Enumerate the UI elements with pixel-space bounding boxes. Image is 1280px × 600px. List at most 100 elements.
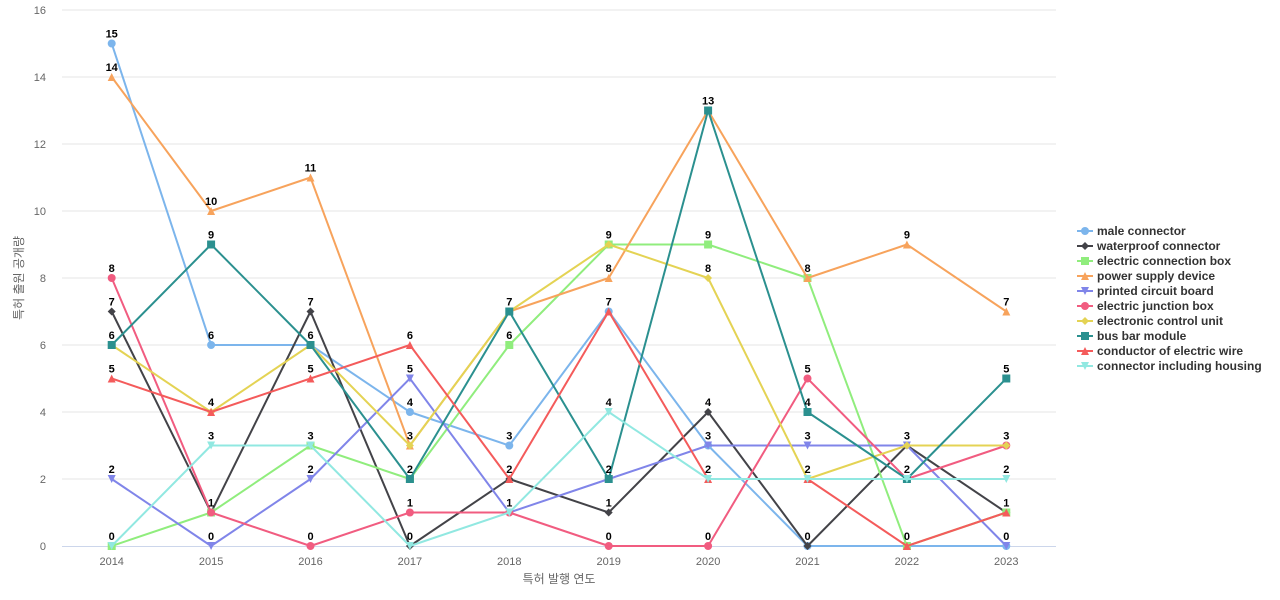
data-label: 2: [307, 464, 313, 476]
point-conductor-of-electric-wire-2019: [604, 307, 613, 316]
point-waterproof-connector-2020: [704, 408, 713, 416]
point-electronic-control-unit-2023: [1002, 441, 1011, 450]
data-label: 3: [904, 431, 910, 443]
point-bus-bar-module-2021: [803, 408, 812, 416]
x-tick-label: 2018: [497, 556, 521, 568]
x-tick-label: 2017: [398, 556, 422, 568]
series-line-electronic-control-unit: [111, 243, 1007, 480]
point-power-supply-device-2015: [207, 207, 216, 215]
legend-item-electric-connection-box[interactable]: electric connection box: [1077, 254, 1231, 268]
point-conductor-of-electric-wire-2018: [505, 475, 514, 483]
point-connector-including-housing-2016: [306, 441, 315, 450]
y-tick-label: 14: [34, 72, 46, 84]
point-connector-including-housing-2021: [803, 475, 812, 483]
data-label: 9: [904, 230, 910, 242]
data-label: 0: [109, 531, 115, 543]
data-label: 3: [1003, 431, 1009, 443]
series-power-supply-device[interactable]: [107, 73, 1011, 450]
legend-item-male-connector[interactable]: male connector: [1077, 224, 1186, 238]
series-line-power-supply-device: [110, 76, 1007, 447]
series-connector-including-housing[interactable]: [107, 408, 1011, 550]
data-label: 10: [205, 196, 217, 208]
point-printed-circuit-board-2023: [1002, 542, 1011, 550]
point-electric-junction-box-2017: [405, 508, 414, 517]
data-label: 6: [307, 330, 313, 342]
legend-item-bus-bar-module[interactable]: bus bar module: [1077, 329, 1187, 343]
point-waterproof-connector-2014: [107, 307, 116, 316]
point-power-supply-device-2021: [803, 274, 812, 282]
legend-marker: [1081, 362, 1089, 370]
legend-label: electric junction box: [1097, 299, 1214, 313]
point-electric-connection-box-2018: [505, 341, 514, 349]
data-label: 8: [109, 263, 115, 275]
legend-item-connector-including-housing[interactable]: connector including housing: [1077, 359, 1262, 373]
series-line-connector-including-housing: [110, 411, 1007, 547]
x-tick-label: 2020: [696, 556, 720, 568]
data-label: 6: [208, 330, 214, 342]
y-tick-label: 8: [40, 273, 46, 285]
y-tick-label: 0: [40, 541, 46, 553]
point-conductor-of-electric-wire-2022: [902, 542, 911, 550]
legend-label: electronic control unit: [1097, 314, 1223, 328]
data-label: 2: [606, 464, 612, 476]
legend-label: printed circuit board: [1097, 284, 1214, 298]
point-electric-junction-box-2014: [107, 274, 116, 282]
data-label: 15: [106, 29, 118, 41]
legend-item-waterproof-connector[interactable]: waterproof connector: [1077, 239, 1221, 253]
data-label: 2: [1003, 464, 1009, 476]
series-conductor-of-electric-wire[interactable]: [107, 307, 1011, 551]
series-line-waterproof-connector: [110, 310, 1007, 547]
y-tick-label: 2: [40, 474, 46, 486]
point-male-connector-2017: [405, 408, 414, 416]
data-label: 3: [506, 431, 512, 443]
legend-label: bus bar module: [1097, 329, 1187, 343]
y-tick-label: 12: [34, 139, 46, 151]
legend-item-printed-circuit-board[interactable]: printed circuit board: [1077, 284, 1214, 298]
y-tick-label: 16: [34, 5, 46, 17]
data-label: 8: [804, 263, 810, 275]
series-electric-junction-box[interactable]: [107, 274, 1011, 550]
legend-marker: [1081, 332, 1089, 340]
point-connector-including-housing-2014: [107, 542, 116, 550]
data-label: 6: [407, 330, 413, 342]
series-line-electric-junction-box: [110, 277, 1007, 547]
data-label: 8: [606, 263, 612, 275]
legend-label: power supply device: [1097, 269, 1215, 283]
legend-item-electric-junction-box[interactable]: electric junction box: [1077, 299, 1214, 313]
series-waterproof-connector[interactable]: [107, 307, 1011, 551]
x-axis-ticks: 2014 2015 2016 2017 2018 2019 2020 2021 2022 2023: [99, 556, 1018, 568]
point-electronic-control-unit-2017: [405, 441, 414, 450]
data-label: 4: [208, 397, 215, 409]
legend-item-electronic-control-unit[interactable]: electronic control unit: [1077, 314, 1223, 328]
data-label: 2: [904, 464, 910, 476]
series-layer: [107, 39, 1011, 551]
data-label: 1: [208, 498, 214, 510]
x-tick-label: 2016: [298, 556, 322, 568]
legend-marker: [1081, 242, 1089, 250]
point-bus-bar-module-2014: [107, 341, 116, 349]
point-connector-including-housing-2019: [604, 408, 613, 416]
point-conductor-of-electric-wire-2016: [306, 374, 315, 383]
legend-marker: [1081, 257, 1089, 265]
legend-marker: [1081, 347, 1089, 355]
legend-item-power-supply-device[interactable]: power supply device: [1077, 269, 1215, 283]
legend-marker: [1081, 302, 1089, 310]
point-connector-including-housing-2023: [1002, 475, 1011, 483]
y-axis-ticks: 0 2 4 6 8 10 12 14 16: [34, 5, 46, 553]
data-label: 2: [109, 464, 115, 476]
point-electronic-control-unit-2020: [704, 274, 713, 282]
point-connector-including-housing-2018: [505, 508, 514, 517]
data-label: 3: [208, 431, 214, 443]
data-label: 7: [506, 297, 512, 309]
legend-marker: [1081, 317, 1089, 325]
legend-item-conductor-of-electric-wire[interactable]: conductor of electric wire: [1077, 344, 1243, 358]
data-label: 9: [208, 230, 214, 242]
data-label: 9: [606, 230, 612, 242]
data-label: 3: [407, 431, 413, 443]
point-power-supply-device-2022: [902, 240, 911, 249]
x-tick-label: 2019: [596, 556, 620, 568]
data-label: 0: [307, 531, 313, 543]
x-axis-title: 특허 발행 연도: [523, 571, 596, 586]
point-conductor-of-electric-wire-2014: [107, 374, 116, 383]
